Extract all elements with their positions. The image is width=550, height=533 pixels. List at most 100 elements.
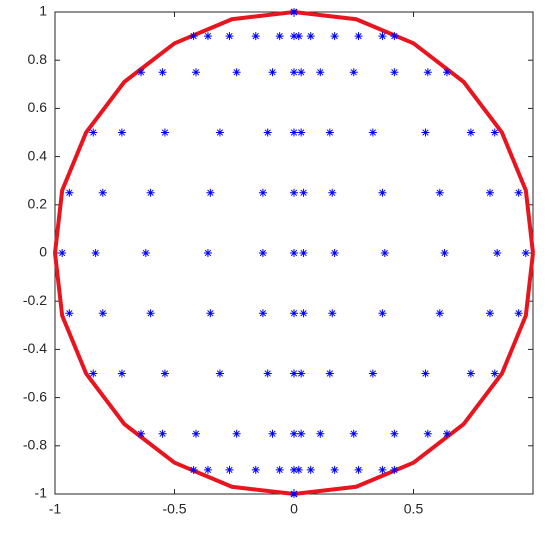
asterisk-marker bbox=[203, 32, 212, 41]
asterisk-marker bbox=[290, 188, 298, 197]
asterisk-marker bbox=[368, 128, 377, 137]
asterisk-marker bbox=[189, 465, 198, 474]
asterisk-marker bbox=[98, 309, 107, 318]
asterisk-marker bbox=[330, 249, 339, 257]
asterisk-marker bbox=[490, 369, 499, 378]
asterisk-marker bbox=[89, 128, 98, 137]
asterisk-marker bbox=[440, 249, 449, 257]
asterisk-marker bbox=[423, 68, 432, 77]
asterisk-marker bbox=[192, 68, 201, 77]
x-tick-label: 0 bbox=[290, 501, 298, 517]
asterisk-marker bbox=[390, 68, 399, 77]
asterisk-marker bbox=[117, 128, 126, 137]
asterisk-marker bbox=[290, 128, 298, 137]
asterisk-marker bbox=[258, 188, 267, 197]
asterisk-marker bbox=[514, 188, 523, 197]
asterisk-marker bbox=[328, 188, 337, 197]
asterisk-marker bbox=[268, 68, 277, 77]
asterisk-marker bbox=[290, 490, 298, 498]
asterisk-marker bbox=[354, 32, 363, 41]
asterisk-marker bbox=[299, 249, 308, 257]
asterisk-marker bbox=[258, 249, 267, 257]
asterisk-marker bbox=[306, 32, 315, 41]
asterisk-marker bbox=[493, 249, 502, 257]
asterisk-marker bbox=[390, 32, 399, 41]
asterisk-marker bbox=[290, 249, 298, 257]
asterisk-marker bbox=[263, 369, 272, 378]
asterisk-marker bbox=[251, 465, 260, 474]
asterisk-marker bbox=[423, 429, 432, 438]
asterisk-marker bbox=[294, 32, 303, 41]
asterisk-marker bbox=[390, 465, 399, 474]
asterisk-marker bbox=[325, 128, 334, 137]
asterisk-marker bbox=[297, 128, 306, 137]
asterisk-marker bbox=[215, 128, 224, 137]
asterisk-marker bbox=[117, 369, 126, 378]
asterisk-marker bbox=[137, 68, 146, 77]
asterisk-marker bbox=[306, 465, 315, 474]
y-tick-label: -0.6 bbox=[23, 388, 47, 404]
asterisk-marker bbox=[290, 68, 298, 77]
asterisk-marker bbox=[378, 188, 387, 197]
x-tick-label: 0.5 bbox=[404, 501, 424, 517]
asterisk-marker bbox=[378, 32, 387, 41]
asterisk-marker bbox=[299, 309, 308, 318]
asterisk-marker bbox=[65, 309, 74, 318]
asterisk-marker bbox=[421, 128, 430, 137]
y-tick-label: -0.2 bbox=[23, 292, 47, 308]
asterisk-marker bbox=[290, 8, 298, 16]
asterisk-marker bbox=[290, 32, 298, 41]
asterisk-marker bbox=[146, 188, 155, 197]
asterisk-marker bbox=[158, 429, 167, 438]
asterisk-marker bbox=[330, 465, 339, 474]
asterisk-marker bbox=[98, 188, 107, 197]
asterisk-marker bbox=[65, 188, 74, 197]
asterisk-marker bbox=[160, 369, 169, 378]
asterisk-marker bbox=[263, 128, 272, 137]
asterisk-marker bbox=[378, 465, 387, 474]
asterisk-marker bbox=[225, 32, 234, 41]
asterisk-marker bbox=[490, 128, 499, 137]
asterisk-marker bbox=[297, 369, 306, 378]
asterisk-marker bbox=[192, 429, 201, 438]
asterisk-marker bbox=[435, 309, 444, 318]
asterisk-marker bbox=[206, 188, 215, 197]
asterisk-marker bbox=[297, 429, 306, 438]
asterisk-marker bbox=[466, 369, 475, 378]
asterisk-marker bbox=[290, 429, 298, 438]
x-tick-label: -1 bbox=[49, 501, 62, 517]
asterisk-marker bbox=[442, 68, 451, 77]
asterisk-marker bbox=[294, 465, 303, 474]
y-tick-label: 0.2 bbox=[28, 196, 48, 212]
asterisk-marker bbox=[290, 369, 298, 378]
asterisk-marker bbox=[378, 309, 387, 318]
y-tick-label: -0.4 bbox=[23, 340, 47, 356]
asterisk-marker bbox=[146, 309, 155, 318]
asterisk-marker bbox=[368, 369, 377, 378]
y-tick-label: 0 bbox=[39, 244, 47, 260]
asterisk-marker bbox=[380, 249, 389, 257]
asterisk-marker bbox=[275, 465, 284, 474]
asterisk-marker bbox=[316, 429, 325, 438]
asterisk-marker bbox=[442, 429, 451, 438]
asterisk-marker bbox=[466, 128, 475, 137]
asterisk-marker bbox=[141, 249, 150, 257]
asterisk-marker bbox=[203, 465, 212, 474]
asterisk-marker bbox=[421, 369, 430, 378]
asterisk-marker bbox=[325, 369, 334, 378]
asterisk-marker bbox=[297, 68, 306, 77]
asterisk-marker bbox=[189, 32, 198, 41]
asterisk-marker bbox=[160, 128, 169, 137]
asterisk-marker bbox=[137, 429, 146, 438]
asterisk-marker bbox=[354, 465, 363, 474]
circle-line bbox=[52, 9, 535, 497]
y-tick-label: -0.8 bbox=[23, 437, 47, 453]
asterisk-marker bbox=[485, 309, 494, 318]
asterisk-marker bbox=[390, 429, 399, 438]
asterisk-marker bbox=[206, 309, 215, 318]
asterisk-marker bbox=[258, 309, 267, 318]
asterisk-marker bbox=[290, 465, 298, 474]
asterisk-marker bbox=[232, 68, 241, 77]
y-tick-label: 0.8 bbox=[28, 51, 48, 67]
